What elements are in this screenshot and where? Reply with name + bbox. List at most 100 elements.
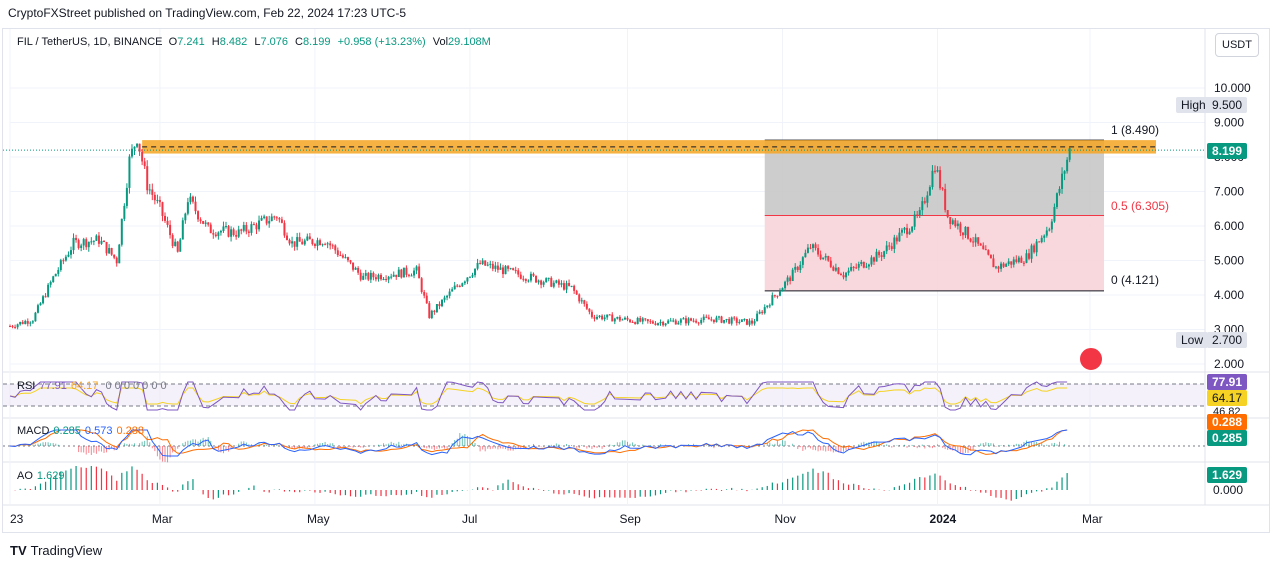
ao-bar	[39, 483, 42, 490]
macd-hist-bar	[1059, 441, 1061, 446]
ao-bar	[929, 475, 931, 490]
macd-hist-bar	[217, 446, 219, 451]
ao-bar	[522, 486, 524, 490]
ao-bar	[375, 490, 377, 496]
candle-body	[918, 210, 921, 215]
macd-hist-bar	[456, 438, 458, 446]
candle-body	[341, 255, 344, 258]
candle-body	[954, 220, 957, 227]
ao-bar	[914, 478, 916, 490]
macd-hist-bar	[42, 442, 44, 446]
footer-brand[interactable]: TradingView	[30, 543, 103, 558]
us-flag-icon[interactable]	[1080, 348, 1102, 370]
candle-body	[575, 290, 578, 295]
ao-bar	[441, 490, 443, 496]
macd-hist-bar	[771, 444, 773, 446]
candle-body	[69, 250, 72, 255]
macd-hist-bar	[57, 444, 59, 446]
ao-bar	[111, 475, 113, 490]
candle-body	[268, 221, 271, 224]
tradingview-logo-icon[interactable]: TV	[10, 543, 27, 558]
ao-bar	[685, 490, 687, 493]
macd-hist-bar	[52, 443, 54, 446]
macd-hist-bar	[146, 436, 148, 446]
macd-hist-bar	[998, 445, 1000, 446]
candle-body	[598, 315, 601, 317]
ao-bar	[558, 490, 560, 495]
macd-hist-bar	[975, 446, 977, 447]
ao-bar	[781, 482, 784, 490]
candle-body	[781, 288, 784, 292]
price-tick-label: 10.000	[1214, 81, 1251, 95]
ao-bar	[741, 488, 743, 490]
macd-hist-bar	[111, 446, 113, 449]
macd-hist-bar	[817, 446, 819, 452]
macd-hist-bar	[98, 446, 100, 452]
time-tick-label: 23	[10, 512, 24, 526]
macd-hist-bar	[1064, 444, 1066, 446]
macd-hist-bar	[878, 443, 880, 446]
rsi-ma-axis-value: 64.17	[1207, 390, 1248, 406]
macd-hist-bar	[621, 440, 623, 446]
macd-hist-bar	[482, 446, 484, 450]
candle-body	[967, 226, 970, 239]
candle-body	[984, 249, 987, 251]
time-tick-label: May	[307, 512, 330, 526]
macd-hist-bar	[804, 446, 806, 450]
ao-bar	[898, 485, 901, 490]
macd-hist-bar	[85, 446, 87, 455]
macd-hist-bar	[426, 446, 428, 449]
candle-body	[529, 273, 532, 281]
macd-hist-bar	[827, 446, 829, 451]
rsi-name: RSI	[17, 380, 36, 392]
candle-body	[705, 316, 708, 318]
candle-body	[527, 280, 530, 282]
macd-hist-bar	[596, 446, 598, 449]
ao-bar	[1025, 490, 1028, 495]
candle-body	[174, 241, 177, 246]
ao-bar	[908, 482, 911, 490]
candle-body	[136, 143, 139, 147]
ao-bar	[141, 473, 143, 490]
ao-bar	[776, 483, 779, 490]
candle-body	[413, 270, 416, 276]
candle-body	[306, 236, 309, 241]
macd-hist-bar	[715, 445, 717, 446]
candle-body	[303, 240, 306, 245]
candle-body	[730, 317, 733, 324]
candle-body	[771, 295, 774, 306]
candle-body	[875, 251, 878, 262]
macd-hist-bar	[113, 446, 115, 451]
macd-hist-bar	[477, 445, 479, 446]
fib-level-0: 0 (4.121)	[1111, 273, 1160, 287]
currency-button[interactable]: USDT	[1215, 33, 1259, 57]
candle-body	[583, 300, 586, 304]
candle-body	[1012, 259, 1015, 265]
candle-body	[761, 311, 764, 314]
candle-body	[542, 282, 545, 285]
candle-body	[252, 224, 255, 226]
candle-body	[827, 256, 830, 261]
candle-body	[494, 265, 497, 269]
candle-body	[540, 280, 543, 285]
macd-hist-bar	[289, 446, 291, 449]
candle-body	[611, 314, 614, 322]
candle-body	[349, 260, 352, 263]
macd-hist-bar	[131, 444, 133, 446]
ao-bar	[355, 490, 357, 497]
candle-body	[217, 232, 220, 237]
macd-hist-bar	[103, 446, 105, 453]
macd-hist-bar	[398, 441, 400, 446]
candle-body	[57, 269, 60, 274]
ao-bar	[787, 478, 789, 490]
candle-body	[911, 226, 914, 232]
macd-hist-bar	[581, 445, 583, 446]
macd-hist-bar	[141, 441, 143, 446]
macd-hist-bar	[1028, 441, 1030, 446]
macd-hist-bar	[952, 446, 954, 451]
candle-body	[992, 258, 995, 268]
macd-hist-bar	[1051, 443, 1053, 446]
macd-hist-bar	[184, 441, 186, 446]
ao-bar	[100, 468, 103, 490]
